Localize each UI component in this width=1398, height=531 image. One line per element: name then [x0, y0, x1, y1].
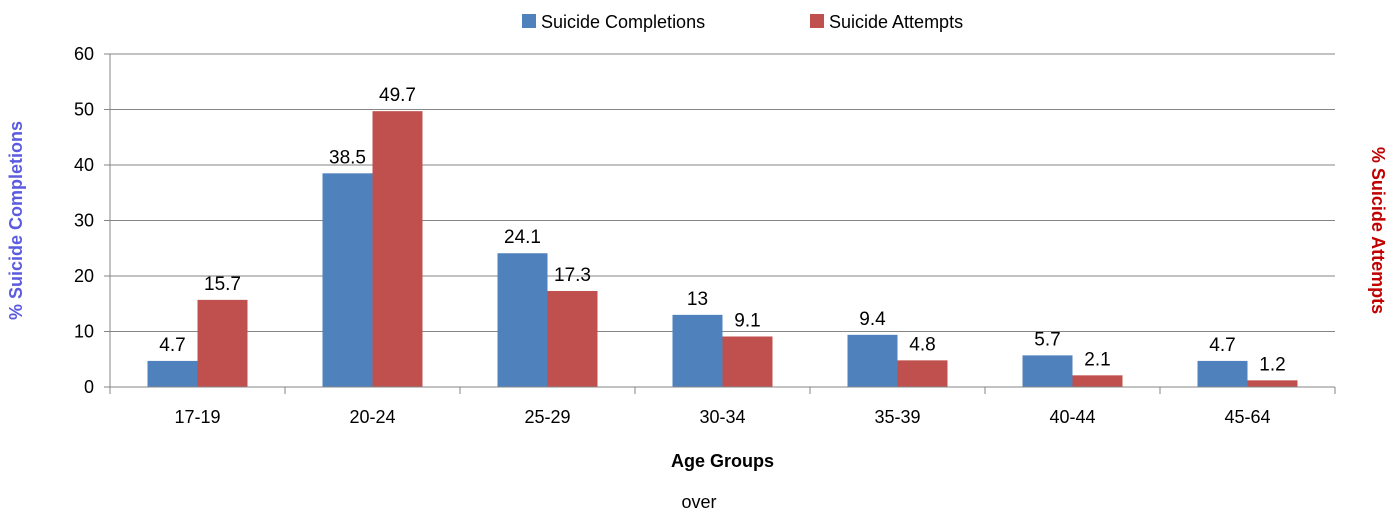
bar-attempts: [897, 360, 948, 387]
bar-attempts: [722, 336, 773, 387]
legend-swatch: [522, 14, 536, 28]
x-tick-label: 35-39: [874, 407, 920, 427]
bars: [147, 111, 1298, 387]
y-tick-label: 0: [84, 377, 94, 397]
data-label-completions: 9.4: [859, 309, 886, 330]
x-tick-label: 30-34: [699, 407, 745, 427]
bar-attempts: [1072, 375, 1123, 387]
data-label-attempts: 15.7: [204, 274, 241, 295]
bar-attempts: [372, 111, 423, 387]
y-tick-label: 40: [74, 155, 94, 175]
data-label-completions: 4.7: [1209, 335, 1235, 356]
data-label-attempts: 49.7: [379, 85, 416, 106]
y-tick-label: 10: [74, 322, 94, 342]
data-label-attempts: 9.1: [734, 310, 760, 331]
bar-completions: [672, 314, 723, 387]
legend-label: Suicide Attempts: [829, 12, 963, 32]
axes: 0 10 20 30 40 50 60 17-19 20-24 25-29 30-34 35-39 40…: [74, 44, 1336, 427]
bar-completions: [1022, 355, 1073, 387]
bar-attempts: [197, 299, 248, 387]
data-labels: 4.7 38.5 24.1 13 9.4 5.7 4.7 15.7 49.7 17.3 9.1 4.8…: [159, 85, 1285, 375]
x-tick-label: 45-64: [1224, 407, 1270, 427]
legend-label: Suicide Completions: [541, 12, 705, 32]
gridlines: [110, 53, 1335, 332]
bar-completions: [1197, 360, 1248, 387]
data-label-attempts: 1.2: [1259, 354, 1285, 375]
y-tick-label: 20: [74, 266, 94, 286]
y-tick-label: 30: [74, 211, 94, 231]
data-label-completions: 4.7: [159, 335, 185, 356]
x-tick-label: 17-19: [174, 407, 220, 427]
y-tick-label: 60: [74, 44, 94, 64]
bar-completions: [847, 334, 898, 387]
bar-attempts: [1247, 380, 1298, 387]
data-label-completions: 24.1: [504, 227, 541, 248]
x-axis-title: Age Groups: [671, 451, 774, 471]
x-tick-label: 20-24: [349, 407, 395, 427]
data-label-attempts: 2.1: [1084, 349, 1110, 370]
legend: Suicide Completions Suicide Attempts: [522, 12, 963, 32]
data-label-attempts: 17.3: [554, 265, 591, 286]
footnote: over: [681, 492, 717, 512]
bar-completions: [322, 173, 373, 387]
y-tick-label: 50: [74, 100, 94, 120]
bar-completions: [147, 360, 198, 387]
data-label-completions: 5.7: [1034, 329, 1060, 350]
data-label-attempts: 4.8: [909, 334, 935, 355]
bar-completions: [497, 253, 548, 387]
x-tick-label: 40-44: [1049, 407, 1095, 427]
right-y-axis-title: % Suicide Attempts: [1368, 147, 1388, 314]
bar-chart: Suicide Completions Suicide Attempts 4.7 3…: [6, 12, 1388, 471]
bar-attempts: [547, 290, 598, 387]
legend-swatch: [810, 14, 824, 28]
data-label-completions: 38.5: [329, 147, 366, 168]
data-label-completions: 13: [687, 289, 708, 310]
x-tick-label: 25-29: [524, 407, 570, 427]
left-y-axis-title: % Suicide Completions: [6, 121, 26, 320]
